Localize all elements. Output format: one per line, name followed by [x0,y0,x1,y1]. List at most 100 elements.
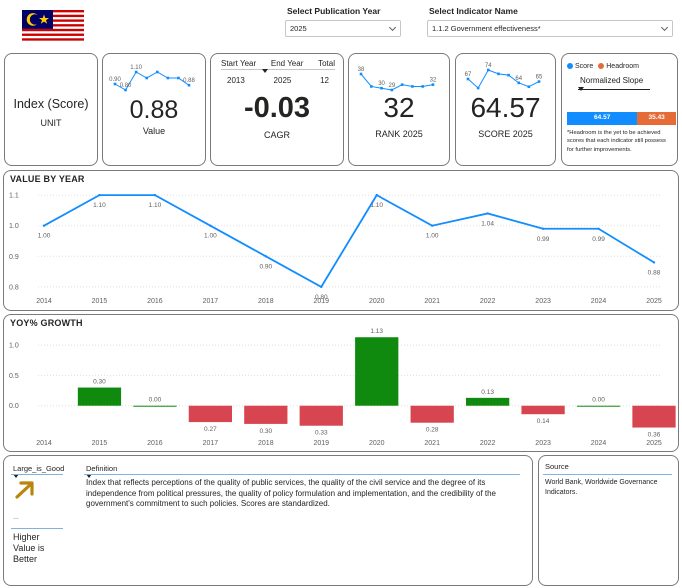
direction-text: Higher Value is Better [13,532,45,564]
bar[interactable] [244,405,288,424]
bar-x-tick: 2021 [424,440,440,447]
value-number: 0.88 [129,96,179,124]
line-point[interactable] [98,193,101,197]
value-card: 0.90 0.80 1.10 0.88 0.88 Value [102,53,206,166]
bar-data-label: 0.28 [426,427,439,434]
rank-spark-label: 32 [430,78,437,84]
rank-spark-point [400,83,404,86]
value-spark-label: 0.88 [183,78,195,84]
direction-underline [11,474,63,475]
bar[interactable] [410,405,454,423]
line-x-tick: 2015 [92,298,108,305]
definition-label: Definition [86,464,118,473]
line-point[interactable] [153,193,157,197]
line-point[interactable] [597,227,600,230]
line-point[interactable] [42,224,46,227]
line-point[interactable] [541,227,545,230]
line-point[interactable] [209,224,212,227]
line-data-label: 1.10 [370,202,383,209]
slope-dropdown-value: Normalized Slope [580,76,644,85]
headroom-stacked-bar: 64.57 35.43 [567,112,676,125]
arrow-up-right-icon [14,480,36,505]
indicator-dropdown[interactable]: 1.1.2 Government effectiveness* [427,20,673,37]
line-x-tick: 2022 [480,298,496,305]
line-data-label: 0.90 [259,263,272,270]
line-point[interactable] [320,285,323,289]
value-spark-point [155,70,159,74]
score-card: 67 74 64 65 64.57 SCORE 2025 [455,53,556,166]
cagr-header-end: End Year [270,59,304,68]
definition-text: Index that reflects perceptions of the q… [86,478,497,509]
line-x-tick: 2020 [369,298,385,305]
headroom-segment-label: 35.43 [648,114,665,121]
line-y-tick: 1.1 [9,193,19,200]
definition-underline [84,474,520,475]
line-point[interactable] [430,224,434,227]
bar[interactable] [133,405,177,407]
bar[interactable] [466,397,510,406]
chevron-down-icon [660,23,669,32]
score-spark-point [517,81,521,85]
bar-x-tick: 2025 [646,440,662,447]
source-card: Source World Bank, Worldwide Governance … [538,455,679,586]
cagr-header-start: Start Year [221,59,257,68]
bar-data-label: 0.00 [592,397,605,404]
bar[interactable] [521,405,565,415]
value-label: Value [142,126,166,136]
score-spark-label: 65 [536,75,543,81]
line-point[interactable] [652,261,656,264]
value-spark-point [177,76,180,80]
value-spark-label: 0.90 [109,77,121,83]
bar[interactable] [299,405,343,426]
score-spark-point [497,72,500,76]
bar-data-label: 0.30 [259,428,272,435]
legend-headroom: Headroom [606,63,639,70]
bar-y-tick: 1.0 [9,343,19,350]
indicator-slicer-label: Select Indicator Name [429,6,518,16]
slope-dropdown[interactable]: Normalized Slope [576,76,652,85]
bar[interactable] [77,387,122,406]
malaysia-flag-icon [22,10,84,43]
bar-x-tick: 2018 [258,440,274,447]
bar[interactable] [355,337,399,406]
bar-chart-plot: 0.0 0.5 1.0 2014 0.30 2015 0.00 2016 0.27 2017 0.3… [9,328,676,447]
rank-sparkline: 38 30 29 32 [358,67,437,92]
line-data-label: 1.10 [149,202,162,209]
cagr-divider [221,69,335,70]
line-point[interactable] [486,212,489,215]
sort-down-icon[interactable] [86,474,92,478]
bar[interactable] [576,405,621,407]
definition-card: Large_is_Good ... Higher Value is Better… [3,455,533,586]
line-x-tick: 2021 [424,298,440,305]
line-y-tick: 0.8 [9,284,19,291]
line-point[interactable] [264,255,268,258]
bar[interactable] [188,405,232,423]
indicator-dropdown-value: 1.1.2 Government effectiveness* [432,24,541,33]
bar-x-tick: 2016 [147,440,163,447]
line-data-label: 1.00 [426,233,439,240]
cagr-number: -0.03 [243,92,311,124]
bar[interactable] [632,405,676,428]
sort-down-icon[interactable] [578,87,584,91]
score-number: 64.57 [470,92,541,123]
chevron-down-icon [388,23,397,32]
bar-x-tick: 2023 [535,440,551,447]
headroom-segment: 35.43 [637,112,676,125]
value-spark-point [124,88,127,92]
sort-down-icon[interactable] [13,474,19,478]
value-sparkline: 0.900.80 1.10 0.88 [109,65,195,92]
bar-data-label: 1.13 [370,328,383,335]
year-dropdown[interactable]: 2025 [285,20,401,37]
score-spark-label: 64 [515,76,522,82]
line-y-tick: 1.0 [9,223,19,230]
score-spark-point [537,80,541,83]
score-spark-point [507,73,510,77]
legend-score-dot [567,63,573,69]
value-spark-point [134,70,138,74]
value-spark-point [145,76,149,80]
line-point[interactable] [375,193,378,197]
sort-down-icon[interactable] [262,69,268,73]
score-spark-label: 67 [465,72,472,78]
line-series [43,193,655,289]
line-chart-title: VALUE BY YEAR [10,174,85,184]
